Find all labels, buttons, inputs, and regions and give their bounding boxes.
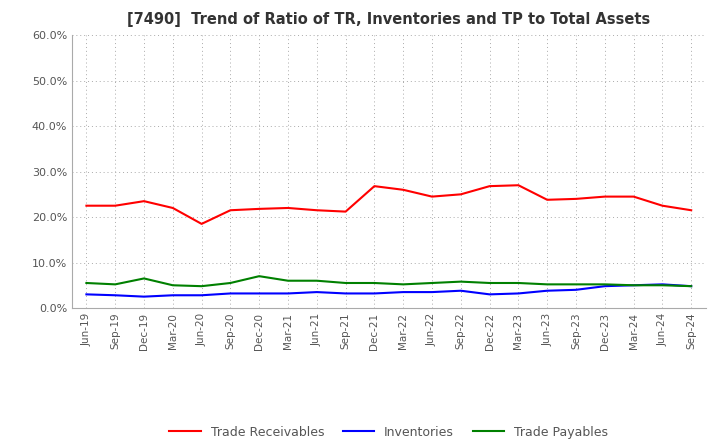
Trade Receivables bbox=[82, 203, 91, 209]
Legend: Trade Receivables, Inventories, Trade Payables: Trade Receivables, Inventories, Trade Pa… bbox=[164, 421, 613, 440]
Inventories bbox=[514, 291, 523, 296]
Trade Payables bbox=[197, 283, 206, 289]
Trade Receivables bbox=[255, 206, 264, 212]
Trade Receivables bbox=[543, 197, 552, 202]
Trade Payables bbox=[140, 276, 148, 281]
Inventories bbox=[687, 283, 696, 289]
Trade Receivables bbox=[111, 203, 120, 209]
Trade Receivables bbox=[341, 209, 350, 214]
Trade Payables bbox=[658, 282, 667, 288]
Trade Receivables bbox=[629, 194, 638, 199]
Inventories bbox=[82, 292, 91, 297]
Inventories bbox=[658, 282, 667, 287]
Trade Payables bbox=[399, 282, 408, 287]
Inventories bbox=[456, 288, 465, 293]
Trade Payables bbox=[226, 280, 235, 286]
Trade Receivables bbox=[140, 198, 148, 204]
Trade Payables bbox=[600, 282, 609, 287]
Trade Payables bbox=[284, 278, 292, 283]
Trade Payables bbox=[82, 280, 91, 286]
Inventories bbox=[572, 287, 580, 293]
Trade Payables bbox=[312, 278, 321, 283]
Trade Payables bbox=[456, 279, 465, 284]
Trade Receivables bbox=[658, 203, 667, 209]
Trade Receivables bbox=[399, 187, 408, 192]
Trade Payables bbox=[629, 282, 638, 288]
Inventories bbox=[111, 293, 120, 298]
Trade Payables bbox=[514, 280, 523, 286]
Trade Receivables bbox=[370, 183, 379, 189]
Trade Payables bbox=[687, 283, 696, 289]
Inventories bbox=[226, 291, 235, 296]
Trade Receivables bbox=[168, 205, 177, 211]
Trade Payables bbox=[341, 280, 350, 286]
Trade Payables bbox=[111, 282, 120, 287]
Trade Payables bbox=[428, 280, 436, 286]
Inventories bbox=[600, 283, 609, 289]
Trade Payables bbox=[543, 282, 552, 287]
Inventories bbox=[284, 291, 292, 296]
Inventories bbox=[485, 292, 494, 297]
Trade Receivables bbox=[687, 208, 696, 213]
Line: Trade Payables: Trade Payables bbox=[86, 276, 691, 286]
Inventories bbox=[428, 290, 436, 295]
Line: Trade Receivables: Trade Receivables bbox=[86, 185, 691, 224]
Trade Receivables bbox=[284, 205, 292, 211]
Inventories bbox=[341, 291, 350, 296]
Inventories bbox=[255, 291, 264, 296]
Trade Payables bbox=[485, 280, 494, 286]
Trade Payables bbox=[168, 282, 177, 288]
Inventories bbox=[543, 288, 552, 293]
Inventories bbox=[140, 294, 148, 299]
Trade Receivables bbox=[514, 183, 523, 188]
Title: [7490]  Trend of Ratio of TR, Inventories and TP to Total Assets: [7490] Trend of Ratio of TR, Inventories… bbox=[127, 12, 650, 27]
Trade Payables bbox=[370, 280, 379, 286]
Trade Payables bbox=[255, 274, 264, 279]
Inventories bbox=[399, 290, 408, 295]
Trade Receivables bbox=[312, 208, 321, 213]
Inventories bbox=[197, 293, 206, 298]
Line: Inventories: Inventories bbox=[86, 284, 691, 297]
Trade Payables bbox=[572, 282, 580, 287]
Trade Receivables bbox=[197, 221, 206, 227]
Trade Receivables bbox=[485, 183, 494, 189]
Trade Receivables bbox=[428, 194, 436, 199]
Inventories bbox=[629, 282, 638, 288]
Trade Receivables bbox=[226, 208, 235, 213]
Trade Receivables bbox=[572, 196, 580, 202]
Trade Receivables bbox=[600, 194, 609, 199]
Inventories bbox=[370, 291, 379, 296]
Inventories bbox=[312, 290, 321, 295]
Inventories bbox=[168, 293, 177, 298]
Trade Receivables bbox=[456, 192, 465, 197]
